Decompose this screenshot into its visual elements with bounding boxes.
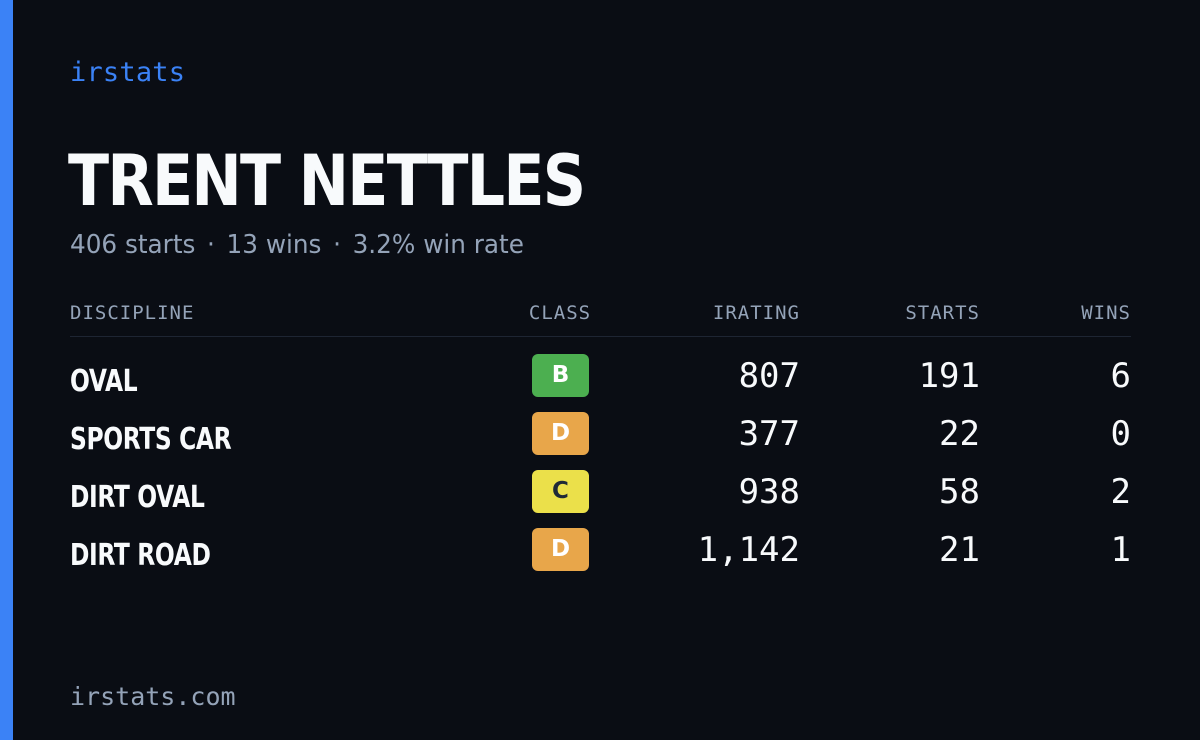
wins-value: 1 <box>1110 530 1131 570</box>
license-class-badge: D <box>532 528 589 571</box>
discipline-name: SPORTS CAR <box>70 422 232 457</box>
starts-value: 21 <box>939 530 980 570</box>
license-class-badge: D <box>532 412 589 455</box>
starts-value: 22 <box>939 414 980 454</box>
accent-bar <box>0 0 13 740</box>
wins-value: 6 <box>1110 356 1131 396</box>
driver-summary: 406 starts · 13 wins · 3.2% win rate <box>70 228 524 262</box>
irating-value: 1,142 <box>697 530 800 570</box>
wins-summary: 13 wins <box>226 230 322 260</box>
discipline-name: DIRT OVAL <box>70 480 205 515</box>
wins-value: 2 <box>1110 472 1131 512</box>
table-header: DISCIPLINE CLASS IRATING STARTS WINS <box>70 298 1131 337</box>
column-header-irating: IRATING <box>712 302 800 324</box>
brand-logo-text: irstats <box>70 57 186 88</box>
driver-name: TRENT NETTLES <box>68 140 586 222</box>
discipline-table: DISCIPLINE CLASS IRATING STARTS WINS OVA… <box>70 298 1131 573</box>
license-class-badge: B <box>532 354 589 397</box>
table-row: DIRT ROAD D 1,142 21 1 <box>70 526 1131 584</box>
starts-summary: 406 starts <box>70 230 196 260</box>
win-rate-summary: 3.2% win rate <box>352 230 524 260</box>
starts-value: 58 <box>939 472 980 512</box>
column-header-discipline: DISCIPLINE <box>70 302 195 324</box>
irating-value: 377 <box>738 414 800 454</box>
license-class-badge: C <box>532 470 589 513</box>
column-header-wins: WINS <box>1081 302 1131 324</box>
footer-url: irstats.com <box>70 682 236 711</box>
table-row: SPORTS CAR D 377 22 0 <box>70 410 1131 468</box>
column-header-class: CLASS <box>528 302 592 324</box>
separator: · <box>207 230 215 260</box>
discipline-name: OVAL <box>70 364 138 399</box>
wins-value: 0 <box>1110 414 1131 454</box>
column-header-starts: STARTS <box>905 302 980 324</box>
table-row: DIRT OVAL C 938 58 2 <box>70 468 1131 526</box>
table-body: OVAL B 807 191 6 SPORTS CAR D 377 22 0 D… <box>70 352 1131 584</box>
irating-value: 807 <box>738 356 800 396</box>
separator: · <box>333 230 341 260</box>
table-row: OVAL B 807 191 6 <box>70 352 1131 410</box>
irating-value: 938 <box>738 472 800 512</box>
starts-value: 191 <box>918 356 980 396</box>
discipline-name: DIRT ROAD <box>70 538 211 573</box>
